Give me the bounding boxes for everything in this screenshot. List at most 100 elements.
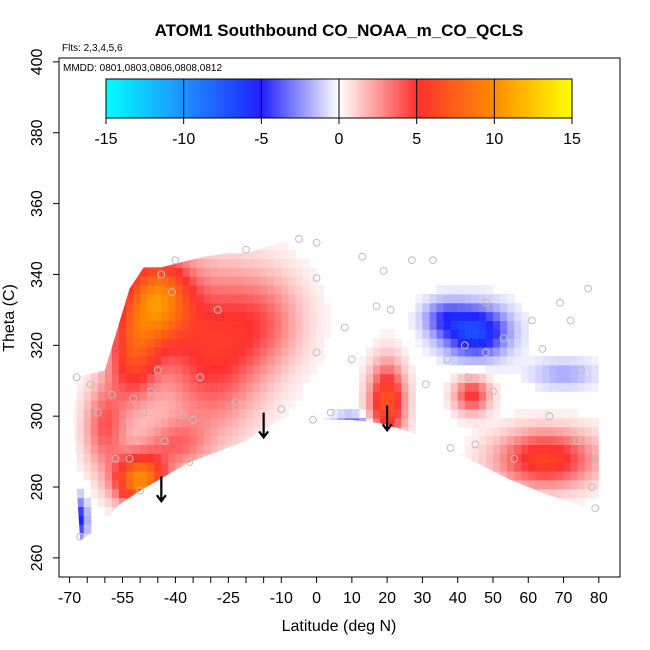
field-cell — [147, 293, 155, 304]
field-cell — [182, 258, 191, 268]
field-cell — [224, 453, 233, 463]
field-cell — [457, 329, 466, 339]
field-cell — [274, 293, 282, 304]
field-cell — [542, 497, 550, 507]
field-cell — [584, 373, 593, 384]
field-cell — [450, 285, 459, 295]
field-cell — [281, 400, 289, 410]
field-cell — [267, 311, 275, 322]
field-cell — [267, 435, 275, 446]
field-cell — [316, 285, 325, 295]
field-cell — [133, 417, 141, 428]
sample-point — [189, 415, 198, 424]
field-cell — [118, 515, 127, 525]
field-cell — [175, 276, 183, 286]
field-cell — [542, 462, 550, 472]
field-cell — [111, 258, 120, 268]
field-cell — [295, 338, 303, 348]
sample-point — [160, 437, 169, 445]
field-cell — [175, 382, 183, 392]
field-cell — [217, 382, 226, 392]
field-cell — [365, 391, 374, 401]
field-cell — [90, 471, 99, 481]
field-cell — [90, 320, 99, 330]
field-cell — [492, 355, 501, 366]
field-cell — [175, 302, 183, 313]
sample-point — [482, 298, 490, 307]
field-cell — [140, 293, 148, 304]
field-cell — [485, 444, 494, 454]
field-cell — [203, 267, 212, 277]
field-cell — [196, 382, 205, 392]
field-cell — [500, 417, 508, 428]
field-cell — [253, 320, 261, 330]
field-cell — [485, 471, 494, 481]
field-cell — [514, 338, 522, 348]
field-cell — [464, 285, 473, 295]
field-cell — [478, 426, 487, 437]
field-cell — [126, 329, 134, 339]
field-cell — [365, 435, 374, 446]
sample-point — [556, 298, 564, 307]
field-cell — [373, 347, 381, 357]
field-cell — [168, 364, 176, 375]
field-cell — [224, 239, 233, 242]
field-cell — [274, 329, 282, 339]
field-cell — [182, 267, 191, 277]
field-cell — [238, 409, 247, 419]
field-cell — [492, 488, 501, 499]
field-cell — [457, 409, 466, 419]
field-cell — [246, 409, 254, 419]
field-cell — [210, 417, 219, 428]
field-cell — [203, 249, 212, 260]
field-cell — [492, 329, 501, 339]
field-cell — [224, 329, 233, 339]
field-cell — [556, 471, 565, 481]
field-cell — [246, 285, 254, 295]
field-cell — [133, 462, 141, 472]
sample-point — [277, 405, 286, 414]
field-cell — [485, 462, 494, 472]
field-cell — [203, 347, 212, 357]
field-cell — [126, 382, 134, 392]
field-cell — [408, 400, 416, 410]
field-cell — [161, 364, 169, 375]
field-cell — [238, 258, 247, 268]
field-cell — [168, 409, 176, 419]
field-cell — [549, 444, 557, 454]
field-cell — [507, 320, 515, 330]
sample-point — [489, 387, 497, 396]
field-cell — [253, 249, 261, 260]
field-cell — [309, 355, 318, 366]
field-cell — [450, 320, 459, 330]
field-cell — [104, 382, 113, 392]
field-cell — [231, 276, 240, 286]
field-cell — [147, 338, 155, 348]
field-cell — [189, 453, 198, 463]
field-cell — [302, 258, 311, 268]
field-cell — [175, 479, 183, 490]
field-cell — [104, 364, 113, 375]
field-cell — [182, 239, 191, 242]
sample-point — [379, 267, 388, 275]
field-cell — [83, 347, 92, 357]
field-cell — [111, 293, 120, 304]
field-cell — [436, 285, 445, 295]
field-cell — [464, 471, 473, 481]
field-cell — [90, 453, 99, 463]
sample-point — [146, 387, 155, 396]
field-cell — [154, 302, 162, 313]
field-cell — [521, 426, 529, 437]
field-cell — [140, 364, 148, 375]
field-cell — [253, 373, 261, 384]
field-cell — [238, 347, 247, 357]
field-cell — [175, 355, 183, 366]
field-cell — [535, 479, 543, 490]
field-cell — [253, 435, 261, 446]
field-cell — [599, 436, 607, 445]
field-cell — [471, 373, 480, 384]
field-cell — [521, 488, 529, 499]
field-cell — [584, 444, 593, 454]
field-cell — [83, 417, 92, 428]
field-cell — [422, 338, 430, 348]
